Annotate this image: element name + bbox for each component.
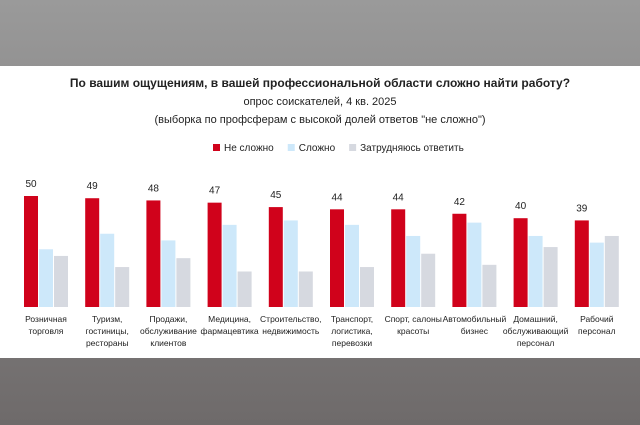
legend-swatch <box>213 144 220 151</box>
bar <box>589 242 604 307</box>
bar <box>421 253 436 307</box>
bar <box>283 220 298 307</box>
value-label: 45 <box>270 190 282 201</box>
bar <box>391 209 406 307</box>
bar <box>161 240 176 307</box>
bar <box>85 198 100 307</box>
value-label: 39 <box>576 203 588 214</box>
legend-swatch <box>349 144 357 151</box>
legend-label: Затрудняюсь ответить <box>360 143 464 154</box>
x-tick-label: Продажи, обслуживание клиентов <box>140 314 197 348</box>
legend-label: Сложно <box>299 143 336 154</box>
panel <box>0 66 640 358</box>
bar <box>176 258 191 307</box>
chart-note: (выборка по профсферам с высокой долей о… <box>154 114 485 126</box>
bar <box>467 222 482 307</box>
bar <box>268 207 283 307</box>
x-tick-label: Автомобильный бизнес <box>443 314 507 336</box>
value-label: 40 <box>515 201 527 212</box>
value-label: 44 <box>331 192 343 203</box>
x-tick-label: Туризм, гостиницы, рестораны <box>86 314 129 348</box>
bar <box>39 249 53 307</box>
bar <box>452 213 467 307</box>
bar <box>345 224 359 307</box>
bar <box>406 235 421 307</box>
bar <box>24 196 38 307</box>
bar <box>100 233 115 307</box>
x-tick-label: Розничная торговля <box>25 314 67 336</box>
bar <box>207 202 222 307</box>
legend-swatch <box>287 144 295 151</box>
legend-label: Не сложно <box>224 143 274 154</box>
bar <box>330 209 344 307</box>
x-tick-label: Спорт, салоны красоты <box>385 314 442 336</box>
chart-subtitle: опрос соискателей, 4 кв. 2025 <box>243 96 396 108</box>
value-label: 49 <box>87 181 99 192</box>
bar <box>574 220 589 307</box>
bar <box>482 264 497 307</box>
value-label: 44 <box>393 192 405 203</box>
x-tick-label: Домашний, обслуживающий персонал <box>503 314 569 348</box>
chart-title: По вашим ощущениям, в вашей профессионал… <box>70 76 570 90</box>
bar <box>222 224 237 307</box>
value-label: 42 <box>454 197 466 208</box>
bar <box>146 200 161 307</box>
x-tick-label: Транспорт, логистика, перевозки <box>331 314 373 348</box>
bar <box>604 235 619 307</box>
bar <box>115 267 130 307</box>
bar <box>237 271 252 307</box>
value-label: 47 <box>209 186 221 197</box>
x-tick-label: Рабочий персонал <box>578 314 616 336</box>
bar <box>543 247 558 307</box>
bar <box>513 218 528 307</box>
bar <box>298 271 313 307</box>
bar <box>54 255 68 307</box>
x-tick-label: Строительство, недвижимость <box>260 314 322 336</box>
bar <box>360 267 374 307</box>
x-tick-label: Медицина, фармацевтика <box>201 314 259 336</box>
value-label: 50 <box>25 179 37 190</box>
value-label: 48 <box>148 183 160 194</box>
bar <box>528 235 543 307</box>
